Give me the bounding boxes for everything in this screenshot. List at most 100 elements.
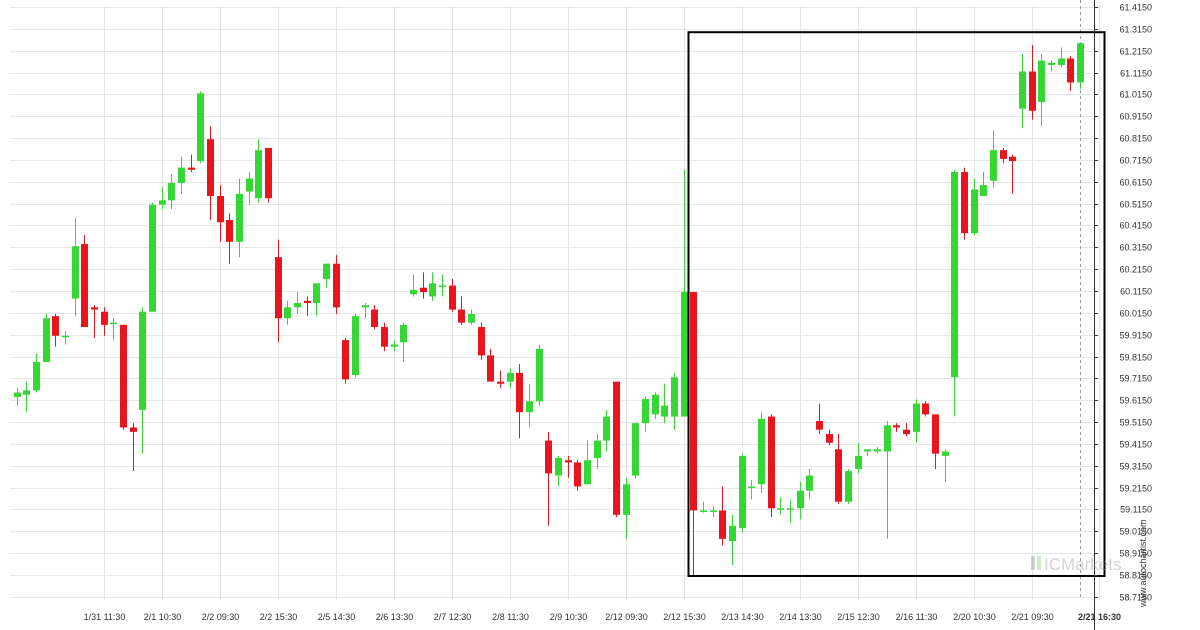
candle-body <box>323 263 330 279</box>
x-tick-label: 2/12 09:30 <box>605 612 648 622</box>
candle-body <box>449 285 456 310</box>
candle <box>942 449 949 483</box>
candle-body <box>1067 58 1074 83</box>
candle-body <box>188 167 195 170</box>
candle-body <box>507 372 514 382</box>
x-tick-label: 2/20 10:30 <box>953 612 996 622</box>
candle-body <box>468 313 475 323</box>
candle <box>188 154 195 172</box>
y-tick-label: 59.6150 <box>1119 396 1152 406</box>
candle-body <box>420 287 427 293</box>
x-tick-label: 2/13 14:30 <box>721 612 764 622</box>
candle <box>710 506 717 518</box>
candle-body <box>971 189 978 234</box>
candle-body <box>855 455 862 469</box>
candle <box>855 442 862 474</box>
candle-body <box>932 414 939 454</box>
y-tick-label: 60.5150 <box>1119 200 1152 210</box>
candle-body <box>81 244 88 328</box>
candle <box>255 139 262 203</box>
candle-body <box>710 510 717 512</box>
candle-body <box>400 324 407 343</box>
candle-body <box>226 220 233 242</box>
candle-body <box>236 193 243 242</box>
candle-body <box>632 423 639 476</box>
candle <box>1019 54 1026 129</box>
candle-body <box>91 307 98 310</box>
watermark-brand: ICMarkets <box>1044 555 1121 574</box>
candle-body <box>342 340 349 380</box>
candle-body <box>130 427 137 432</box>
y-tick-label: 61.1150 <box>1120 69 1152 79</box>
candle <box>507 368 514 389</box>
candle <box>642 396 649 432</box>
candle-body <box>835 449 842 502</box>
candle <box>536 344 543 406</box>
candle-body <box>758 418 765 485</box>
y-tick-label: 60.4150 <box>1119 221 1152 231</box>
candle <box>971 178 978 236</box>
candle-body <box>516 372 523 413</box>
candle-body <box>884 425 891 452</box>
candle <box>1077 43 1084 89</box>
candle <box>787 499 794 524</box>
candle <box>294 292 301 314</box>
candle-body <box>623 484 630 515</box>
candle <box>961 167 968 240</box>
candle <box>845 468 852 504</box>
candle-body <box>159 200 166 205</box>
candle-body <box>574 462 581 487</box>
candle-body <box>487 355 494 382</box>
candle <box>990 130 997 188</box>
candle <box>565 455 572 478</box>
candle <box>246 171 253 205</box>
candle <box>429 272 436 301</box>
candle-body <box>265 147 272 199</box>
candle <box>826 429 833 445</box>
candle <box>420 272 427 299</box>
candle-body <box>101 311 108 325</box>
candle <box>381 322 388 352</box>
x-tick-label: 2/6 13:30 <box>376 612 414 622</box>
candle <box>284 300 291 325</box>
x-tick-label: 2/15 12:30 <box>837 612 880 622</box>
candle-body <box>661 405 668 417</box>
candle-body <box>381 327 388 347</box>
candle <box>603 410 610 452</box>
candle-body <box>497 381 504 384</box>
icmarkets-logo-icon <box>1031 556 1035 570</box>
x-tick-label: 2/5 14:30 <box>318 612 356 622</box>
candle <box>516 364 523 439</box>
candle <box>980 171 987 196</box>
candle-body <box>391 344 398 347</box>
candle <box>217 185 224 242</box>
y-tick-label: 59.1150 <box>1120 505 1152 515</box>
y-tick-label: 60.2150 <box>1119 265 1152 275</box>
candle <box>323 263 330 288</box>
candle <box>159 187 166 210</box>
candle-body <box>429 283 436 297</box>
y-tick-label: 60.6150 <box>1119 178 1152 188</box>
x-tick-label: 2/21 09:30 <box>1011 612 1054 622</box>
candle <box>1067 56 1074 92</box>
candle-body <box>961 171 968 234</box>
candle <box>806 468 813 500</box>
candle-body <box>207 139 214 196</box>
y-tick-label: 60.1150 <box>1120 287 1152 297</box>
candle <box>236 178 243 258</box>
candle <box>951 169 958 417</box>
candle-body <box>197 93 204 162</box>
candle <box>652 392 659 419</box>
candle-body <box>652 394 659 415</box>
candle <box>458 296 465 325</box>
icmarkets-logo-bar <box>1037 556 1041 570</box>
candle <box>1058 47 1065 68</box>
candle <box>110 318 117 341</box>
y-tick-label: 59.0150 <box>1119 527 1152 537</box>
x-tick-label: 1/31 11:30 <box>84 612 126 622</box>
x-tick-label: 2/1 10:30 <box>144 612 182 622</box>
candle-body <box>62 335 69 338</box>
x-tick-label: 2/21 16:30 <box>1078 612 1121 622</box>
candle <box>864 449 871 456</box>
candle <box>681 169 688 417</box>
